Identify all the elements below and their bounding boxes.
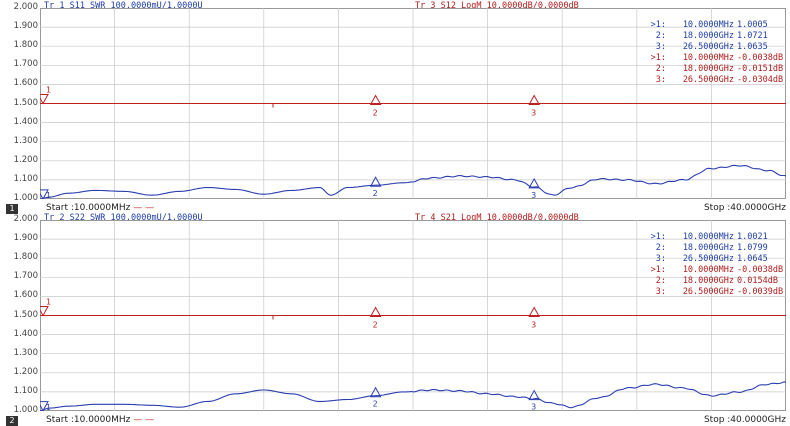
marker-row-blue-3: 3: 26.5000GHz 1.0645 xyxy=(655,254,768,264)
y-tick-label: 1.500 xyxy=(13,97,38,108)
marker-triangle-red-2[interactable] xyxy=(369,94,382,105)
marker-triangle-blue-1[interactable] xyxy=(40,401,49,411)
y-tick-label: 1.400 xyxy=(13,328,38,339)
channel-number-badge[interactable]: 1 xyxy=(6,204,18,214)
marker-tag-blue: 3 xyxy=(531,403,536,411)
y-tick-label: 1.100 xyxy=(13,173,38,184)
y-tick-label: 1.600 xyxy=(13,78,38,89)
trace-blue-line[interactable] xyxy=(40,381,786,411)
plot-area-channel-1[interactable]: 1 1 2 2 3 3 xyxy=(40,8,786,199)
plot-area-channel-2[interactable]: 1 1 2 2 3 3 xyxy=(40,220,786,411)
y-tick-label: 1.000 xyxy=(13,193,38,203)
trace-blue-line[interactable] xyxy=(40,164,786,199)
marker-tag-blue: 1 xyxy=(46,403,51,411)
marker-triangle-red-3[interactable] xyxy=(528,306,541,317)
marker-triangle-blue-1[interactable] xyxy=(40,189,49,199)
marker-row-blue-1: >1: 10.0000MHz 1.0021 xyxy=(650,232,768,242)
trace-header-s21[interactable]: Tr 4 S21 LogM 10.0000dB/0.0000dB xyxy=(415,213,579,223)
y-tick-label: 1.400 xyxy=(13,116,38,127)
y-tick-label: 1.900 xyxy=(13,233,38,244)
marker-row-red-1: >1: 10.0000MHz -0.0038dB xyxy=(650,53,784,63)
marker-row-blue-2: 2: 18.0000GHz 1.0799 xyxy=(655,243,768,253)
marker-row-red-3: 3: 26.5000GHz -0.0304dB xyxy=(655,75,784,85)
marker-row-blue-1: >1: 10.0000MHz 1.0005 xyxy=(650,20,768,30)
marker-row-blue-2: 2: 18.0000GHz 1.0721 xyxy=(655,31,768,41)
marker-triangle-red-1[interactable] xyxy=(40,94,49,105)
marker-triangle-blue-2[interactable] xyxy=(369,176,382,187)
y-tick-label: 1.700 xyxy=(13,271,38,282)
y-tick-label: 1.800 xyxy=(13,40,38,51)
marker-tag-red: 1 xyxy=(46,86,51,95)
channel-2-panel: Tr 2 S22 SWR 100.0000mU/1.0000U Tr 4 S21… xyxy=(0,212,790,426)
marker-triangle-blue-2[interactable] xyxy=(369,386,382,398)
marker-triangle-red-1[interactable] xyxy=(40,306,49,317)
y-tick-label: 1.300 xyxy=(13,135,38,146)
marker-triangle-blue-3[interactable] xyxy=(528,389,541,401)
start-frequency-label[interactable]: Start :10.0000MHz — — xyxy=(46,203,155,213)
y-tick-label: 1.500 xyxy=(13,309,38,320)
marker-row-red-1: >1: 10.0000MHz -0.0038dB xyxy=(650,265,784,275)
y-tick-label: 2.000 xyxy=(13,2,38,12)
marker-row-red-3: 3: 26.5000GHz -0.0039dB xyxy=(655,287,784,297)
y-tick-label: 1.200 xyxy=(13,154,38,165)
marker-tag-red: 3 xyxy=(531,321,536,330)
y-tick-label: 1.900 xyxy=(13,21,38,32)
y-tick-label: 1.000 xyxy=(13,405,38,415)
marker-row-red-2: 2: 18.0000GHz -0.0151dB xyxy=(655,64,784,74)
trace-header-s12[interactable]: Tr 3 S12 LogM 10.0000dB/0.0000dB xyxy=(415,1,579,11)
marker-triangle-red-2[interactable] xyxy=(369,306,382,317)
marker-tag-red: 2 xyxy=(373,109,378,118)
marker-row-red-2: 2: 18.0000GHz 0.0154dB xyxy=(655,276,778,286)
marker-readout-channel-1: >1: 10.0000MHz 1.0005 2: 18.0000GHz 1.0721 3… xyxy=(636,20,784,86)
marker-tag-blue: 3 xyxy=(531,191,536,199)
channel-number-badge[interactable]: 2 xyxy=(6,416,18,426)
marker-tag-red: 1 xyxy=(46,298,51,307)
channel-1-panel: Tr 1 S11 SWR 100.0000mU/1.0000U Tr 3 S12… xyxy=(0,0,790,214)
y-tick-label: 1.200 xyxy=(13,366,38,377)
marker-tag-blue: 2 xyxy=(373,189,378,198)
y-tick-label: 1.600 xyxy=(13,290,38,301)
marker-tag-blue: 2 xyxy=(373,400,378,409)
y-tick-label: 1.100 xyxy=(13,385,38,396)
marker-tag-red: 2 xyxy=(373,321,378,330)
stop-frequency-label[interactable]: Stop :40.0000GHz xyxy=(703,415,786,425)
marker-readout-channel-2: >1: 10.0000MHz 1.0021 2: 18.0000GHz 1.0799 3… xyxy=(636,232,784,298)
y-tick-label: 1.800 xyxy=(13,252,38,263)
marker-tag-red: 3 xyxy=(531,109,536,118)
y-tick-label: 1.700 xyxy=(13,59,38,70)
trace-header-s11[interactable]: Tr 1 S11 SWR 100.0000mU/1.0000U xyxy=(44,1,203,11)
y-tick-label: 2.000 xyxy=(13,214,38,224)
marker-triangle-red-3[interactable] xyxy=(528,94,541,105)
marker-row-blue-3: 3: 26.5000GHz 1.0635 xyxy=(655,42,768,52)
marker-tag-blue: 1 xyxy=(46,191,51,199)
marker-triangle-blue-3[interactable] xyxy=(528,177,541,189)
y-tick-label: 1.300 xyxy=(13,347,38,358)
start-frequency-label[interactable]: Start :10.0000MHz — — xyxy=(46,415,155,425)
stop-frequency-label[interactable]: Stop :40.0000GHz xyxy=(703,203,786,213)
trace-header-s22[interactable]: Tr 2 S22 SWR 100.0000mU/1.0000U xyxy=(44,213,203,223)
